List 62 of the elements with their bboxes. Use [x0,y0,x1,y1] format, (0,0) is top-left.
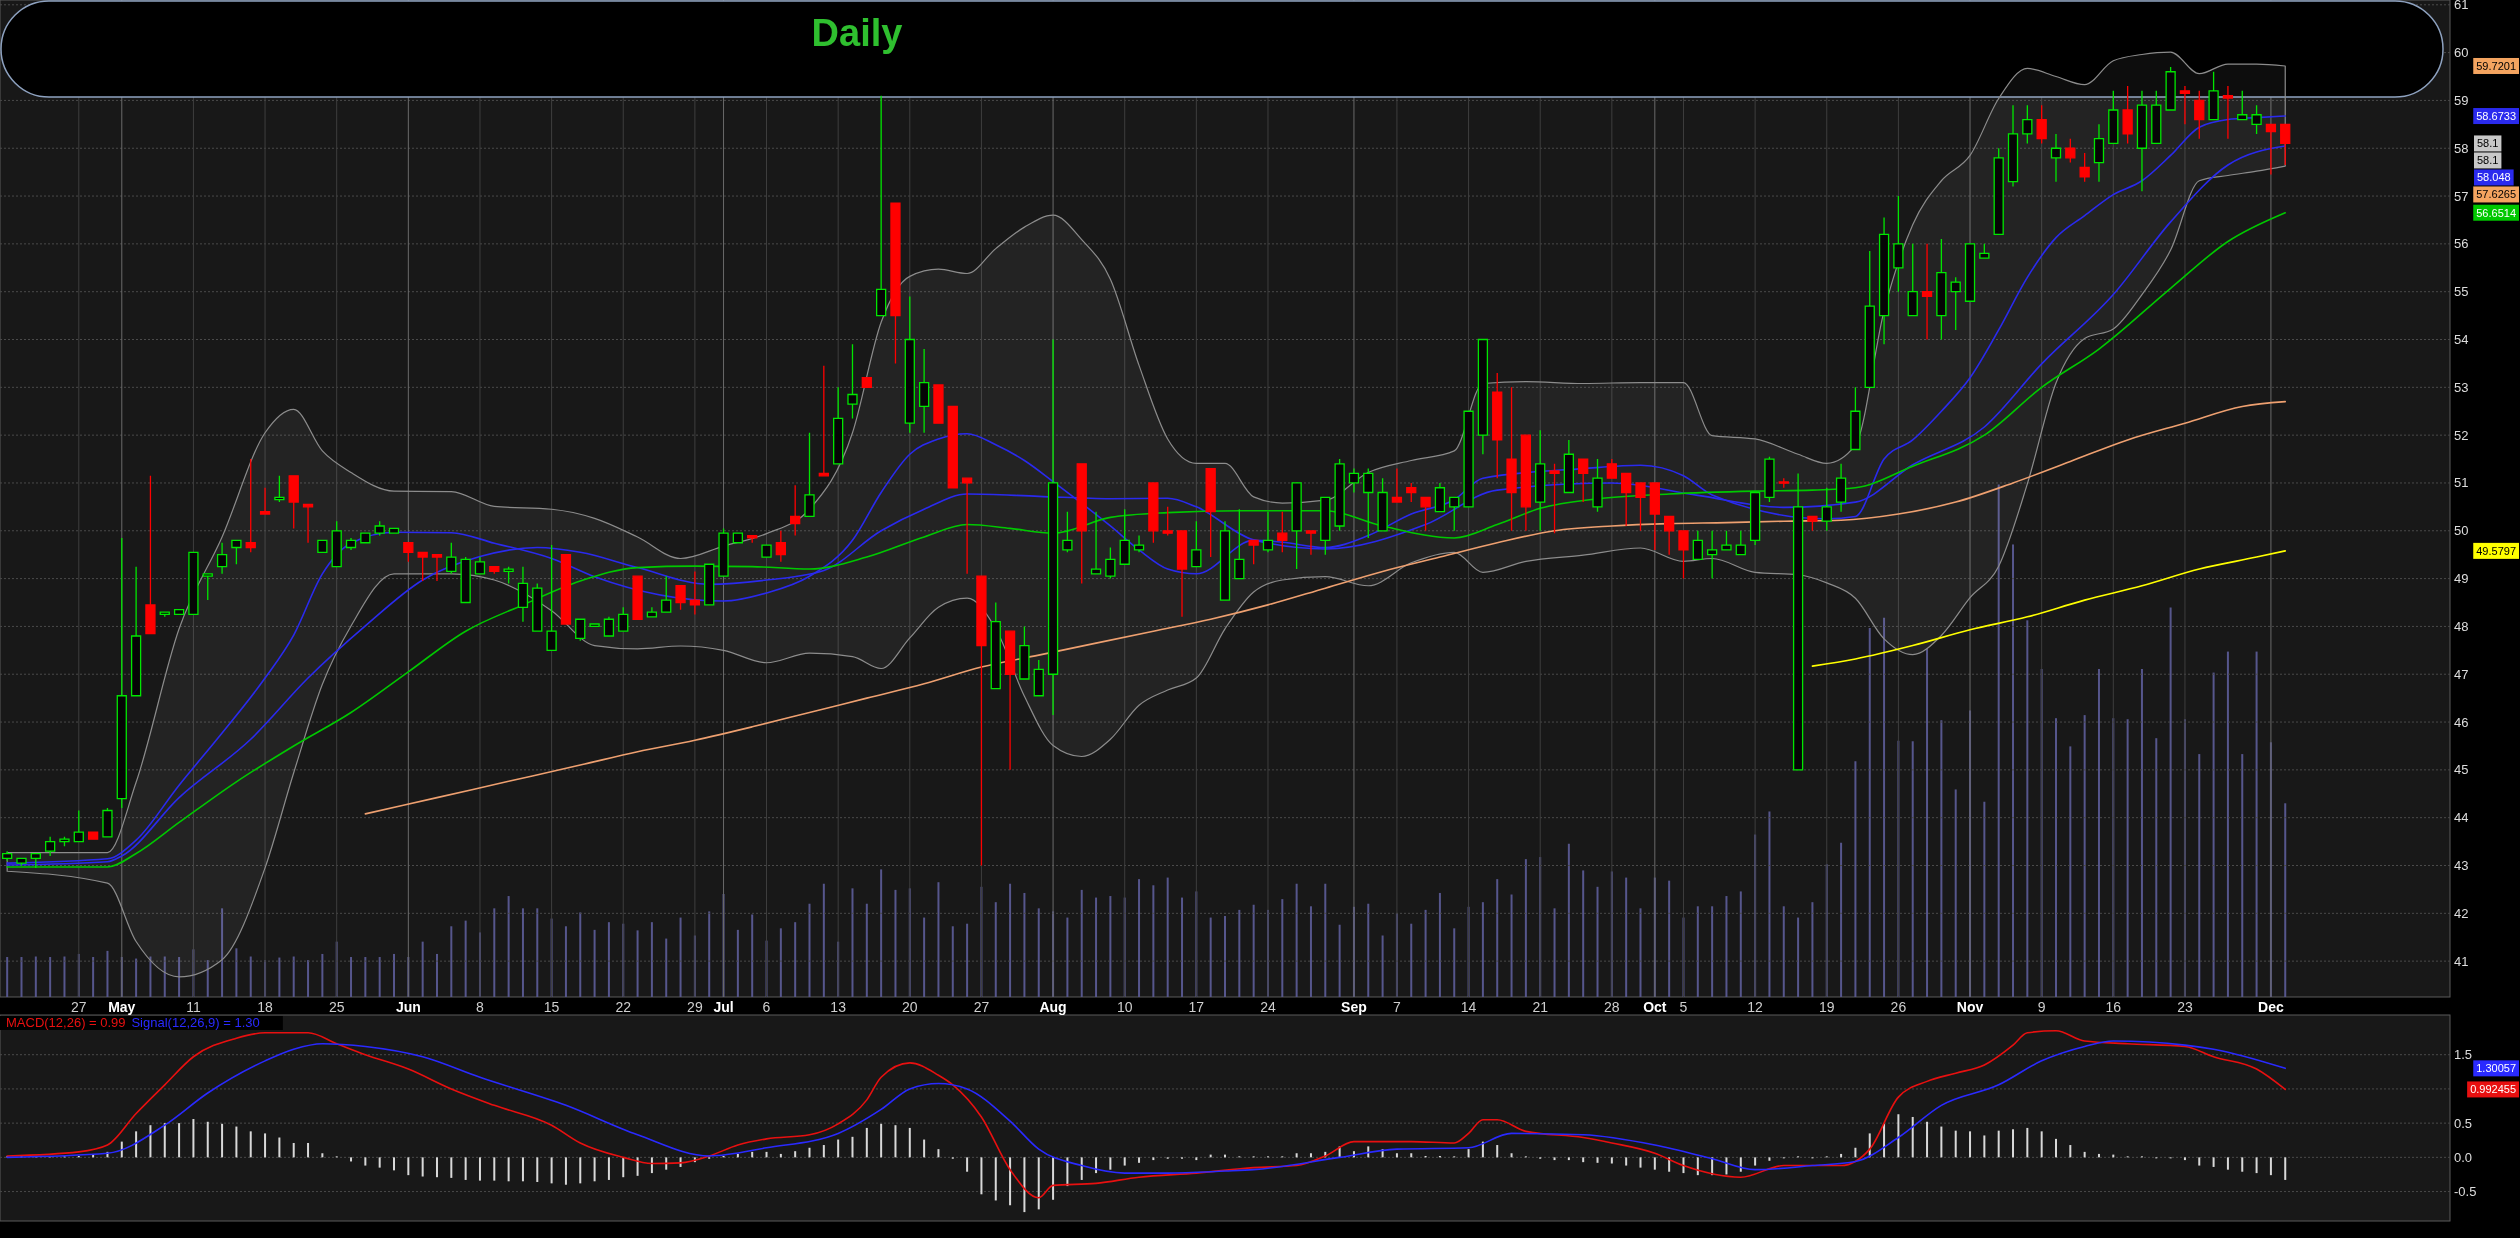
x-tick-label: 12 [1747,999,1764,1015]
x-tick-label: 19 [1818,999,1835,1015]
y-tick-label: 59 [2454,92,2469,108]
x-tick-label: Aug [1039,999,1067,1015]
y-tick-label: 52 [2454,427,2469,443]
x-tick-label: Nov [1956,999,1984,1015]
text: Signal(12,26,9) = 1.30 [131,1015,260,1030]
x-tick-label: 26 [1890,999,1907,1015]
y-tick-label: 58 [2454,140,2469,156]
chart-title: Daily [811,12,903,54]
y-tick-label: 43 [2454,858,2469,873]
y-tick-label: 45 [2454,762,2469,778]
y-tick-label: 0.5 [2454,1115,2473,1131]
y-tick-label: 60 [2454,45,2469,61]
y-tick-label: 48 [2454,618,2469,634]
x-tick-label: Dec [2258,999,2284,1015]
y-tick-label: 51 [2454,475,2469,491]
x-tick-label: 22 [615,999,632,1015]
x-tick-label: 11 [186,999,201,1015]
y-tick-label: 54 [2454,332,2469,348]
x-tick-label: 29 [687,999,703,1015]
x-tick-label: 20 [902,999,918,1015]
y-tick-label: 46 [2454,714,2469,730]
x-tick-label: 5 [1679,999,1688,1015]
y-tick-label: -0.5 [2454,1184,2477,1200]
x-tick-label: 15 [543,999,560,1015]
x-tick-label: Jul [713,999,734,1015]
y-tick-label: 41 [2454,953,2469,969]
y-tick-label: 53 [2454,379,2469,395]
x-tick-label: 8 [476,999,485,1015]
x-tick-label: 23 [2177,999,2193,1015]
x-tick-label: 27 [973,999,990,1015]
x-tick-label: 14 [1460,999,1477,1015]
x-tick-label: 10 [1116,999,1133,1015]
x-tick-label: 16 [2105,999,2122,1015]
x-tick-label: Jun [395,999,421,1015]
x-tick-label: 9 [2037,999,2046,1015]
y-tick-label: 49 [2454,571,2469,587]
x-tick-label: 18 [257,999,274,1015]
x-tick-label: 27 [71,999,87,1015]
x-tick-label: 28 [1604,999,1620,1015]
y-tick-label: 47 [2454,666,2469,682]
x-tick-label: 25 [328,999,345,1015]
y-tick-label: 55 [2454,284,2469,300]
y-tick-label: 0.0 [2454,1149,2473,1165]
x-tick-label: Sep [1341,999,1367,1015]
x-tick-label: 13 [830,999,847,1015]
x-tick-label: 7 [1393,999,1402,1015]
x-tick-label: 17 [1188,999,1205,1015]
y-tick-label: 44 [2454,810,2469,826]
text: MACD(12,26) = 0.99 [6,1015,126,1030]
y-tick-label: 1.5 [2454,1047,2473,1063]
y-tick-label: 50 [2454,523,2469,539]
y-tick-label: 61 [2454,0,2469,13]
y-tick-label: 57 [2454,188,2469,204]
x-tick-label: May [108,999,136,1015]
x-tick-label: 6 [762,999,771,1015]
y-tick-label: 42 [2454,905,2469,921]
x-tick-label: Oct [1643,999,1667,1015]
x-tick-label: 21 [1532,999,1549,1015]
y-tick-label: 56 [2454,236,2469,252]
x-tick-label: 24 [1260,999,1276,1015]
